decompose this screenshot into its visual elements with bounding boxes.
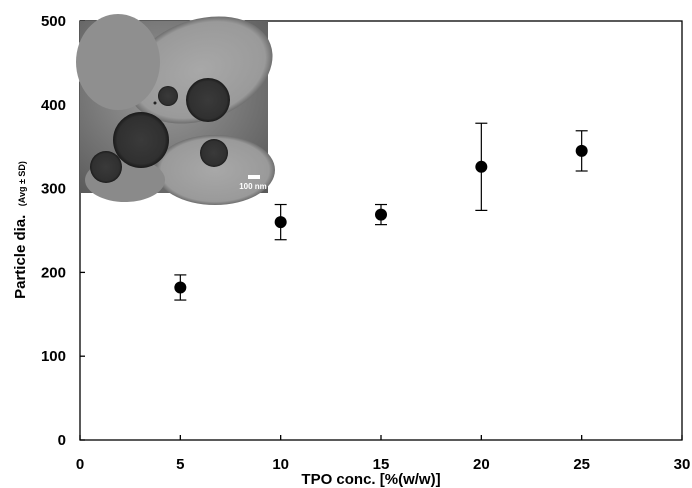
y-tick-label: 100: [41, 348, 66, 365]
y-axis-label-sub: (Avg ± SD): [17, 161, 27, 206]
x-tick-label: 25: [573, 456, 590, 473]
scale-bar-label: 100 nm: [239, 182, 267, 191]
y-tick-label: 400: [41, 97, 66, 114]
y-tick-label: 300: [41, 181, 66, 198]
scale-bar: [248, 175, 260, 179]
y-axis-ticks: 0 100 200 300 400 500: [41, 13, 85, 449]
data-point-group: [475, 122, 488, 211]
x-tick-label: 15: [373, 456, 390, 473]
x-tick-label: 5: [176, 456, 184, 473]
data-point-group: [174, 274, 187, 301]
x-tick-label: 20: [473, 456, 490, 473]
x-tick-label: 30: [674, 456, 691, 473]
data-point: [575, 144, 588, 157]
x-tick-label: 10: [272, 456, 289, 473]
y-axis-title: Particle dia. (Avg ± SD): [12, 161, 29, 299]
svg-text:Particle dia. (Avg ± SD): Particle dia. (Avg ± SD): [12, 161, 29, 299]
data-point-group: [375, 203, 387, 226]
y-axis-label: Particle dia.: [12, 215, 29, 299]
x-axis-ticks: 0 5 10 15 20 25 30: [76, 435, 691, 473]
data-series: [174, 122, 588, 301]
x-tick-label: 0: [76, 456, 84, 473]
data-point: [174, 281, 187, 294]
data-point-group: [274, 203, 287, 241]
y-tick-label: 500: [41, 13, 66, 30]
droplet-shapes: [90, 78, 230, 183]
data-point: [274, 216, 287, 229]
y-tick-label: 0: [58, 432, 66, 449]
inset-micrograph: 100 nm: [76, 14, 275, 205]
data-point-group: [575, 130, 588, 172]
data-point: [475, 160, 488, 173]
data-point: [375, 208, 387, 221]
y-tick-label: 200: [41, 264, 66, 281]
x-axis-label: TPO conc. [%(w/w)]: [301, 471, 440, 488]
